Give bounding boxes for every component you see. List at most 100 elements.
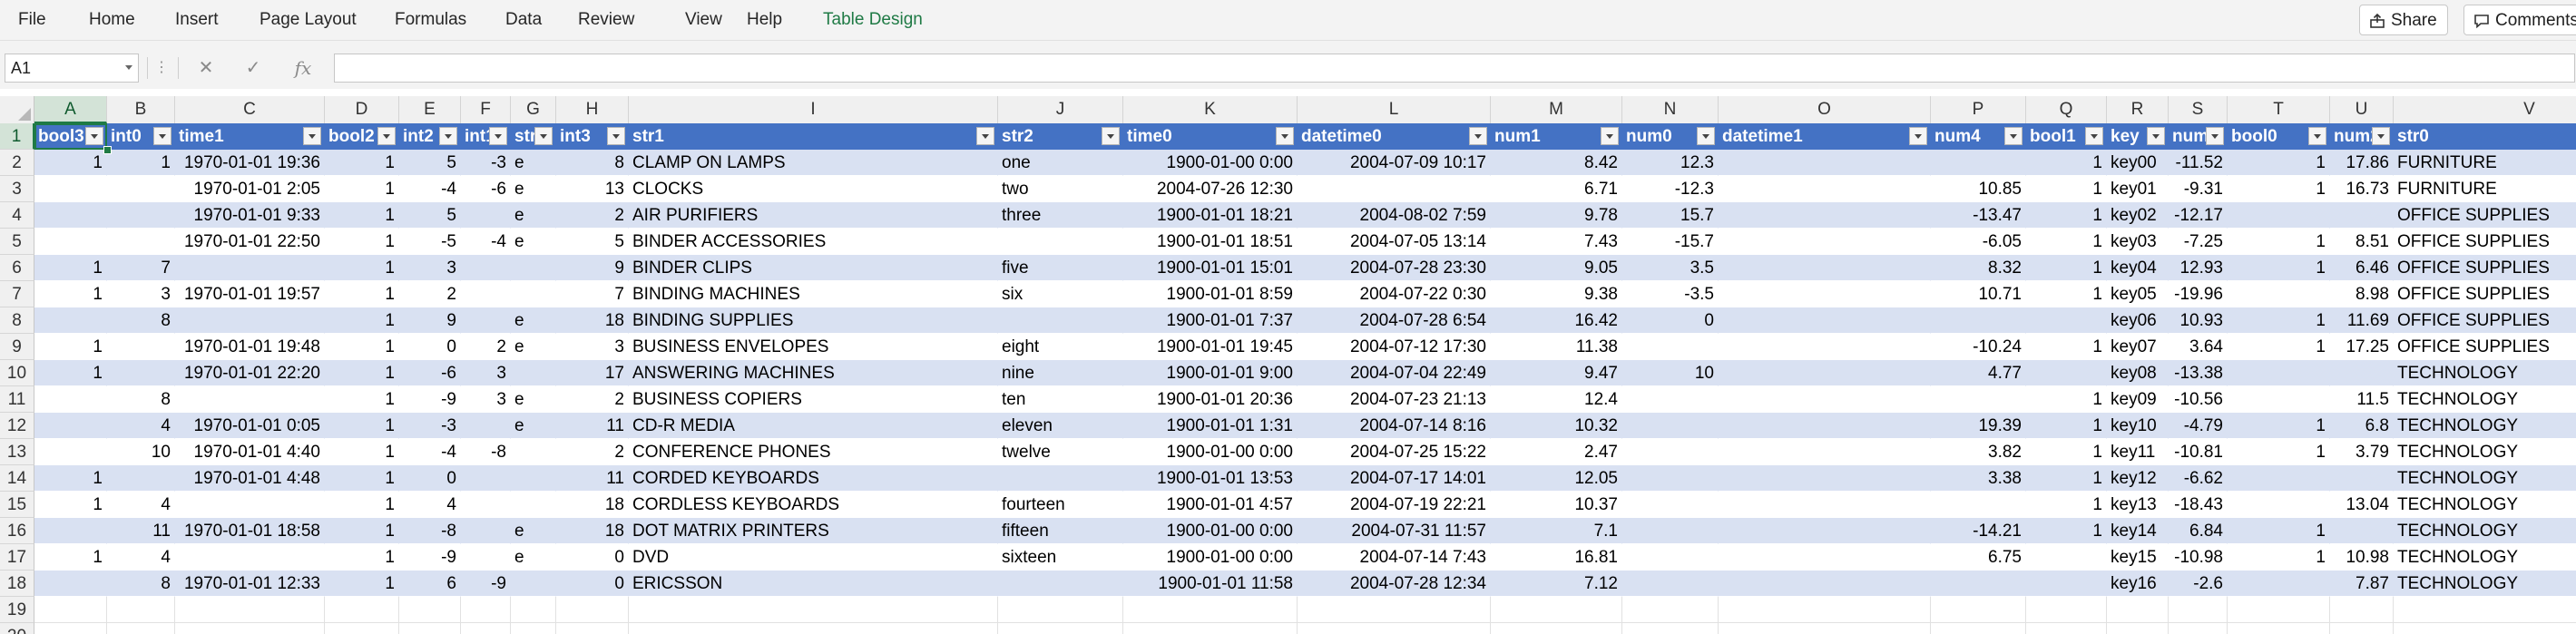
table-cell[interactable]: 11	[107, 518, 175, 544]
table-cell[interactable]: 7.43	[1491, 229, 1622, 255]
table-cell[interactable]: -8	[461, 439, 511, 465]
table-cell[interactable]: key00	[2107, 150, 2169, 176]
table-cell[interactable]: 2004-07-17 14:01	[1298, 465, 1491, 492]
table-cell[interactable]: 10.93	[2169, 307, 2228, 334]
table-cell[interactable]: -10.24	[1931, 334, 2026, 360]
table-cell[interactable]: key03	[2107, 229, 2169, 255]
table-cell[interactable]: e	[511, 386, 556, 413]
table-cell[interactable]	[1622, 334, 1719, 360]
row-header-17[interactable]: 17	[0, 544, 34, 571]
table-cell[interactable]: -10.56	[2169, 386, 2228, 413]
filter-dropdown-icon[interactable]	[2004, 127, 2023, 145]
table-cell[interactable]	[1719, 229, 1931, 255]
table-cell[interactable]	[175, 544, 325, 571]
empty-cell[interactable]	[34, 623, 107, 634]
table-cell[interactable]: -19.96	[2169, 281, 2228, 307]
table-cell[interactable]: 11	[556, 413, 629, 439]
table-cell[interactable]: TECHNOLOGY	[2394, 465, 2576, 492]
table-cell[interactable]: e	[511, 202, 556, 229]
empty-cell[interactable]	[2228, 623, 2330, 634]
share-button[interactable]: Share	[2359, 5, 2448, 35]
table-cell[interactable]: 0	[556, 571, 629, 597]
empty-cell[interactable]	[1123, 597, 1298, 623]
table-cell[interactable]: 11	[556, 465, 629, 492]
table-cell[interactable]: 11.5	[2330, 386, 2394, 413]
filter-dropdown-icon[interactable]	[2308, 127, 2326, 145]
table-cell[interactable]: 12.05	[1491, 465, 1622, 492]
table-cell[interactable]: 2004-07-12 17:30	[1298, 334, 1491, 360]
row-header-4[interactable]: 4	[0, 202, 34, 229]
table-cell[interactable]: five	[998, 255, 1123, 281]
empty-cell[interactable]	[1622, 623, 1719, 634]
table-cell[interactable]: -13.38	[2169, 360, 2228, 386]
table-cell[interactable]: -8	[399, 518, 461, 544]
table-cell[interactable]: ERICSSON	[629, 571, 998, 597]
table-cell[interactable]: 2004-07-23 21:13	[1298, 386, 1491, 413]
table-cell[interactable]: one	[998, 150, 1123, 176]
table-cell[interactable]: 1	[2228, 439, 2330, 465]
table-cell[interactable]: 9.05	[1491, 255, 1622, 281]
table-cell[interactable]: 1900-01-00 0:00	[1123, 544, 1298, 571]
empty-cell[interactable]	[2228, 597, 2330, 623]
table-cell[interactable]: CONFERENCE PHONES	[629, 439, 998, 465]
table-cell[interactable]: OFFICE SUPPLIES	[2394, 255, 2576, 281]
table-cell[interactable]: 1	[325, 492, 399, 518]
table-cell[interactable]: -6.62	[2169, 465, 2228, 492]
table-cell[interactable]: TECHNOLOGY	[2394, 492, 2576, 518]
empty-cell[interactable]	[2026, 623, 2107, 634]
table-cell[interactable]: 6.71	[1491, 176, 1622, 202]
table-cell[interactable]: -18.43	[2169, 492, 2228, 518]
table-cell[interactable]: 10	[107, 439, 175, 465]
row-header-8[interactable]: 8	[0, 307, 34, 334]
table-cell[interactable]: 3.5	[1622, 255, 1719, 281]
table-cell[interactable]: 1	[34, 544, 107, 571]
table-cell[interactable]: -5	[399, 229, 461, 255]
filter-dropdown-icon[interactable]	[2372, 127, 2390, 145]
filter-dropdown-icon[interactable]	[489, 127, 507, 145]
table-cell[interactable]: 16.73	[2330, 176, 2394, 202]
table-cell[interactable]: 1970-01-01 4:40	[175, 439, 325, 465]
table-cell[interactable]	[511, 255, 556, 281]
column-header-j[interactable]: J	[998, 96, 1123, 123]
menu-help[interactable]: Help	[747, 10, 783, 29]
table-cell[interactable]: 2004-07-25 15:22	[1298, 439, 1491, 465]
table-cell[interactable]: sixteen	[998, 544, 1123, 571]
row-header-7[interactable]: 7	[0, 281, 34, 307]
table-cell[interactable]: 1900-01-01 7:37	[1123, 307, 1298, 334]
table-cell[interactable]: OFFICE SUPPLIES	[2394, 307, 2576, 334]
table-cell[interactable]: key01	[2107, 176, 2169, 202]
empty-cell[interactable]	[175, 597, 325, 623]
row-header-6[interactable]: 6	[0, 255, 34, 281]
table-cell[interactable]: 3.38	[1931, 465, 2026, 492]
table-cell[interactable]: key13	[2107, 492, 2169, 518]
column-header-c[interactable]: C	[175, 96, 325, 123]
table-cell[interactable]: 10	[1622, 360, 1719, 386]
table-cell[interactable]	[461, 307, 511, 334]
menu-home[interactable]: Home	[89, 10, 135, 29]
table-cell[interactable]: -14.21	[1931, 518, 2026, 544]
column-header-t[interactable]: T	[2228, 96, 2330, 123]
table-cell[interactable]: 1	[325, 307, 399, 334]
filter-dropdown-icon[interactable]	[2206, 127, 2224, 145]
table-cell[interactable]	[998, 307, 1123, 334]
table-cell[interactable]: 19.39	[1931, 413, 2026, 439]
row-header-18[interactable]: 18	[0, 571, 34, 597]
table-cell[interactable]: 1900-01-01 9:00	[1123, 360, 1298, 386]
table-cell[interactable]: 3	[461, 386, 511, 413]
table-cell[interactable]: 7.1	[1491, 518, 1622, 544]
row-header-13[interactable]: 13	[0, 439, 34, 465]
table-cell[interactable]	[107, 202, 175, 229]
table-cell[interactable]	[2026, 544, 2107, 571]
table-cell[interactable]: e	[511, 150, 556, 176]
table-cell[interactable]: 12.3	[1622, 150, 1719, 176]
table-cell[interactable]: OFFICE SUPPLIES	[2394, 281, 2576, 307]
table-cell[interactable]: 2004-07-28 12:34	[1298, 571, 1491, 597]
table-cell[interactable]	[107, 229, 175, 255]
table-cell[interactable]: nine	[998, 360, 1123, 386]
table-cell[interactable]: 1	[2228, 307, 2330, 334]
empty-cell[interactable]	[1491, 597, 1622, 623]
empty-cell[interactable]	[2169, 597, 2228, 623]
table-cell[interactable]: BINDER ACCESSORIES	[629, 229, 998, 255]
table-cell[interactable]	[461, 255, 511, 281]
table-cell[interactable]: TECHNOLOGY	[2394, 518, 2576, 544]
